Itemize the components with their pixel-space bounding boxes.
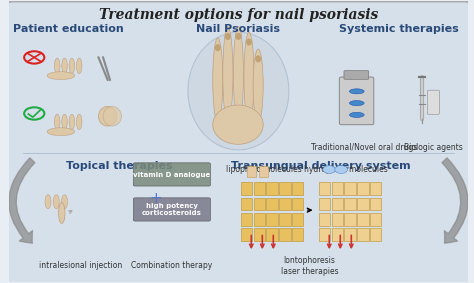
Ellipse shape	[244, 32, 254, 122]
Bar	[370, 182, 382, 195]
Text: Systemic therapies: Systemic therapies	[339, 24, 459, 34]
Text: hydrophilic molecules: hydrophilic molecules	[304, 165, 388, 174]
FancyBboxPatch shape	[133, 198, 210, 221]
FancyBboxPatch shape	[133, 163, 210, 186]
Bar	[370, 228, 382, 241]
Ellipse shape	[76, 114, 82, 130]
Bar	[319, 198, 330, 210]
Bar	[332, 182, 343, 195]
Ellipse shape	[223, 27, 233, 122]
Ellipse shape	[233, 27, 244, 122]
Bar	[241, 228, 252, 241]
Bar	[357, 182, 369, 195]
Circle shape	[335, 166, 347, 173]
Ellipse shape	[349, 89, 364, 94]
Ellipse shape	[103, 106, 121, 126]
Text: +: +	[149, 191, 162, 206]
Ellipse shape	[349, 100, 364, 106]
Text: Topical therapies: Topical therapies	[66, 161, 173, 171]
Ellipse shape	[69, 58, 74, 74]
Text: Transungual delivery system: Transungual delivery system	[231, 161, 411, 171]
Bar	[254, 228, 265, 241]
Bar	[254, 198, 265, 210]
Bar	[254, 213, 265, 226]
Bar	[246, 166, 256, 177]
Ellipse shape	[236, 33, 241, 40]
Bar	[345, 213, 356, 226]
Ellipse shape	[62, 114, 67, 130]
Bar	[266, 198, 278, 210]
Text: Nail Psoriasis: Nail Psoriasis	[196, 24, 281, 34]
Bar	[259, 166, 268, 177]
Bar	[319, 213, 330, 226]
FancyBboxPatch shape	[344, 70, 369, 79]
FancyArrowPatch shape	[442, 158, 468, 243]
Bar	[357, 228, 369, 241]
Bar	[332, 228, 343, 241]
Bar	[345, 198, 356, 210]
Bar	[279, 182, 291, 195]
Bar	[266, 228, 278, 241]
Ellipse shape	[76, 58, 82, 74]
Bar	[292, 213, 303, 226]
Text: Treatment options for nail psoriasis: Treatment options for nail psoriasis	[99, 8, 378, 22]
Text: high potency
corticosteroids: high potency corticosteroids	[142, 203, 202, 216]
Ellipse shape	[349, 112, 364, 117]
Bar	[345, 182, 356, 195]
Ellipse shape	[59, 202, 65, 224]
Bar	[370, 198, 382, 210]
Text: Traditional/Novel oral drugs: Traditional/Novel oral drugs	[311, 143, 418, 152]
FancyBboxPatch shape	[4, 1, 473, 283]
Ellipse shape	[55, 114, 60, 130]
Bar	[292, 198, 303, 210]
Ellipse shape	[213, 105, 263, 144]
Ellipse shape	[47, 128, 74, 136]
Ellipse shape	[45, 195, 51, 209]
Ellipse shape	[53, 195, 59, 209]
Bar	[254, 182, 265, 195]
FancyBboxPatch shape	[428, 90, 439, 114]
Ellipse shape	[99, 106, 117, 126]
Ellipse shape	[47, 72, 74, 80]
Bar	[279, 198, 291, 210]
Bar	[279, 228, 291, 241]
Bar	[241, 213, 252, 226]
Bar	[292, 228, 303, 241]
FancyBboxPatch shape	[339, 77, 374, 125]
Bar	[266, 182, 278, 195]
Ellipse shape	[55, 58, 60, 74]
Text: Combination therapy: Combination therapy	[131, 261, 212, 270]
Ellipse shape	[225, 33, 231, 40]
Ellipse shape	[62, 58, 67, 74]
Bar	[332, 213, 343, 226]
Ellipse shape	[215, 44, 221, 51]
Bar	[292, 182, 303, 195]
Ellipse shape	[62, 195, 67, 209]
Bar	[319, 228, 330, 241]
Bar	[266, 213, 278, 226]
FancyArrowPatch shape	[9, 158, 35, 243]
Bar	[241, 182, 252, 195]
Bar	[357, 213, 369, 226]
Text: Patient education: Patient education	[13, 24, 124, 34]
Ellipse shape	[255, 55, 261, 62]
Bar	[332, 198, 343, 210]
Bar	[279, 213, 291, 226]
Bar	[319, 182, 330, 195]
Text: lipophilic molecules: lipophilic molecules	[226, 165, 301, 174]
Ellipse shape	[246, 38, 252, 46]
Ellipse shape	[188, 32, 289, 150]
Text: Biologic agents: Biologic agents	[404, 143, 463, 152]
Bar	[345, 228, 356, 241]
Text: intralesional injection: intralesional injection	[38, 261, 122, 270]
Text: vitamin D analogue: vitamin D analogue	[133, 171, 210, 177]
Bar	[357, 198, 369, 210]
Text: Iontophoresis
laser therapies: Iontophoresis laser therapies	[281, 256, 338, 276]
Ellipse shape	[69, 114, 74, 130]
Circle shape	[323, 166, 336, 173]
Bar	[241, 198, 252, 210]
Ellipse shape	[213, 38, 223, 122]
Bar	[370, 213, 382, 226]
Ellipse shape	[253, 49, 263, 122]
